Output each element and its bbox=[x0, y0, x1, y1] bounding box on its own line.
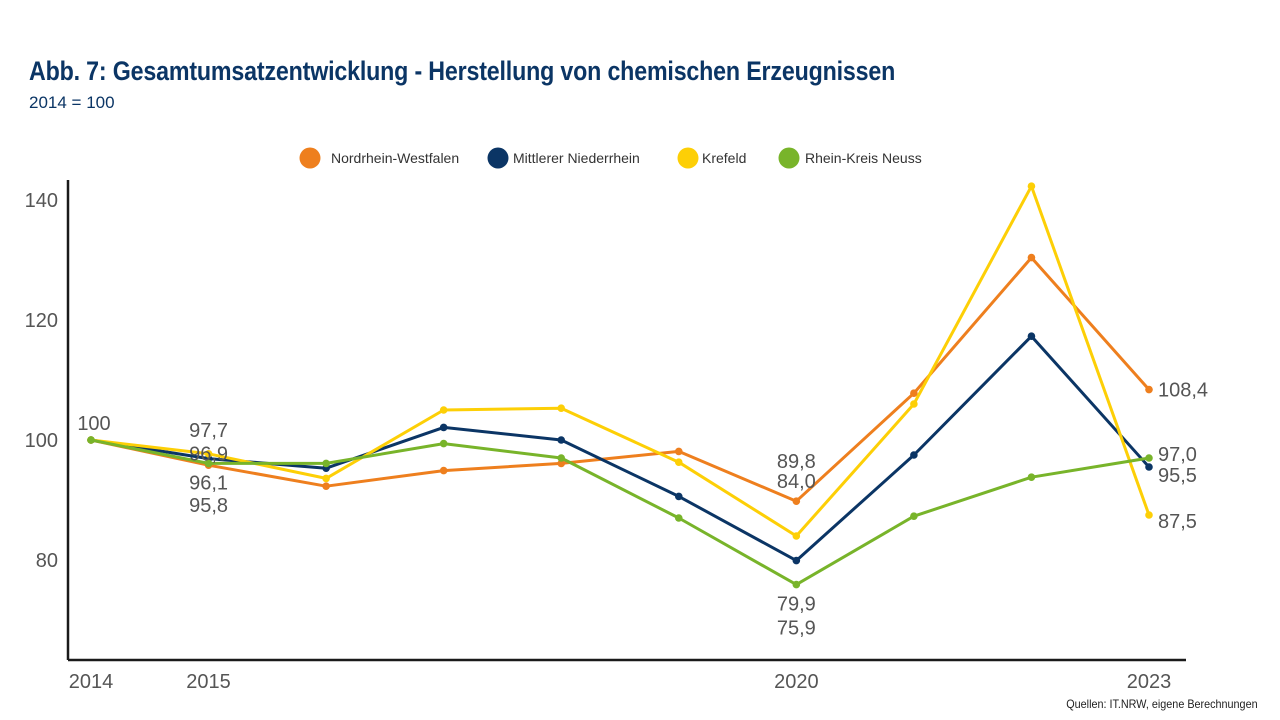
data-point bbox=[439, 423, 448, 432]
legend-marker bbox=[299, 147, 321, 169]
x-tick-label: 2015 bbox=[186, 671, 231, 693]
data-point bbox=[792, 497, 801, 506]
legend-label: Mittlerer Niederrhein bbox=[513, 150, 640, 166]
data-point bbox=[1145, 454, 1153, 462]
series-nordrhein-westfalen bbox=[87, 253, 1153, 506]
data-label: 96,9 bbox=[189, 444, 228, 466]
data-label: 97,0 bbox=[1158, 444, 1197, 466]
data-point bbox=[322, 474, 330, 483]
data-point bbox=[439, 466, 448, 475]
series-line bbox=[89, 438, 1151, 587]
series-line bbox=[89, 256, 1151, 503]
data-label: 95,5 bbox=[1158, 465, 1197, 487]
legend: Nordrhein-Westfalen Mittlerer Niederrhein… bbox=[299, 147, 922, 169]
legend-marker bbox=[677, 147, 699, 169]
data-label: 79,9 bbox=[777, 594, 816, 616]
data-point bbox=[204, 450, 213, 458]
data-point bbox=[792, 580, 801, 589]
data-label: 87,5 bbox=[1158, 511, 1197, 533]
y-tick-label: 140 bbox=[25, 190, 58, 212]
y-tick-label: 80 bbox=[36, 550, 58, 572]
data-point bbox=[910, 512, 918, 520]
data-point bbox=[1027, 182, 1036, 190]
data-label: 89,8 bbox=[777, 451, 816, 473]
data-point bbox=[322, 459, 330, 468]
data-point bbox=[674, 492, 683, 501]
data-point bbox=[674, 458, 683, 467]
data-point bbox=[557, 404, 566, 413]
data-point bbox=[439, 406, 448, 414]
series-line bbox=[89, 334, 1151, 563]
data-point bbox=[910, 451, 918, 459]
data-point bbox=[87, 436, 95, 444]
legend-label: Krefeld bbox=[702, 150, 746, 166]
legend-label: Nordrhein-Westfalen bbox=[331, 150, 459, 166]
data-point bbox=[1027, 473, 1036, 482]
y-tick-label: 100 bbox=[25, 430, 58, 452]
chart-title: Abb. 7: Gesamtumsatzentwicklung - Herste… bbox=[29, 56, 896, 86]
x-tick-label: 2023 bbox=[1127, 671, 1172, 693]
series-mittlerer-niederrhein bbox=[87, 332, 1153, 565]
data-point bbox=[674, 514, 683, 522]
data-label: 95,8 bbox=[189, 495, 228, 517]
data-point bbox=[1145, 511, 1153, 519]
data-label: 100 bbox=[77, 413, 110, 435]
source-note: Quellen: IT.NRW, eigene Berechnungen bbox=[1066, 697, 1258, 711]
data-point bbox=[674, 447, 683, 456]
data-point bbox=[910, 389, 918, 398]
data-point bbox=[557, 436, 566, 444]
data-point bbox=[439, 439, 448, 448]
data-point bbox=[910, 400, 918, 408]
legend-marker bbox=[778, 147, 800, 169]
x-tick-label: 2020 bbox=[774, 671, 819, 693]
data-label: 97,7 bbox=[189, 420, 228, 442]
legend-label: Rhein-Kreis Neuss bbox=[805, 150, 922, 166]
data-point bbox=[1145, 463, 1153, 471]
data-point bbox=[1145, 385, 1153, 394]
legend-marker bbox=[487, 147, 509, 169]
data-point bbox=[322, 482, 330, 491]
data-point bbox=[792, 532, 801, 540]
series-krefeld bbox=[87, 182, 1153, 540]
data-point bbox=[557, 459, 566, 468]
data-point bbox=[204, 459, 213, 468]
series-rhein-kreis-neuss bbox=[87, 436, 1153, 589]
series-line bbox=[89, 184, 1151, 538]
data-label: 108,4 bbox=[1158, 380, 1208, 402]
data-label: 84,0 bbox=[777, 471, 816, 493]
x-tick-label: 2014 bbox=[69, 671, 114, 693]
data-label: 96,1 bbox=[189, 472, 228, 494]
data-point bbox=[1027, 332, 1036, 341]
data-point bbox=[1027, 253, 1036, 262]
data-point bbox=[557, 454, 566, 462]
y-tick-label: 120 bbox=[25, 310, 58, 332]
data-label: 75,9 bbox=[777, 618, 816, 640]
data-point bbox=[792, 556, 801, 565]
chart-subtitle: 2014 = 100 bbox=[29, 93, 115, 112]
